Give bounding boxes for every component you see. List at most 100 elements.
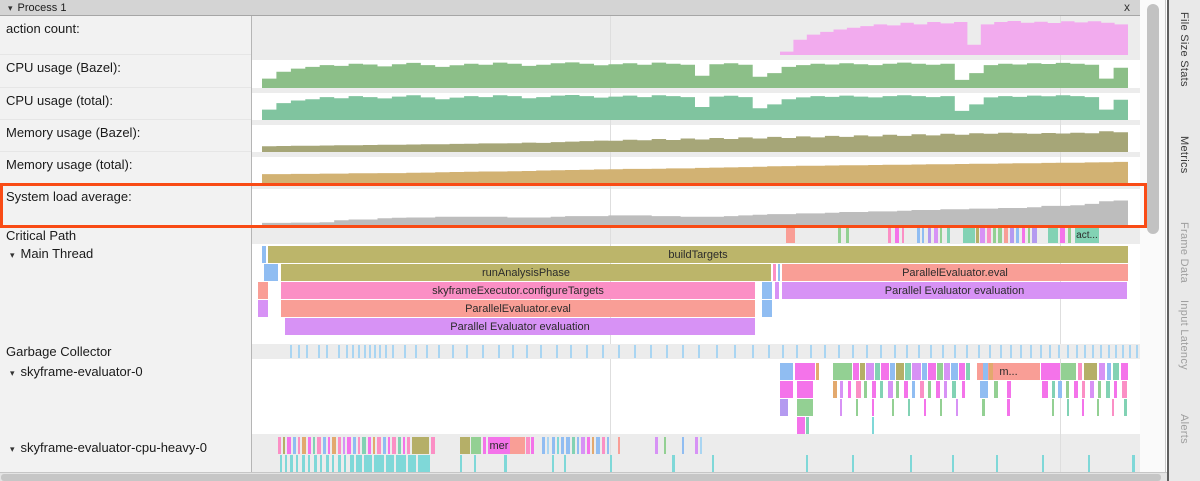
trace-span[interactable] [918,345,920,358]
trace-span[interactable] [1010,345,1012,358]
trace-span[interactable] [346,345,348,358]
trace-span[interactable] [1042,381,1048,398]
trace-span[interactable] [460,455,462,472]
trace-span[interactable] [976,228,979,243]
trace-span[interactable] [952,381,956,398]
trace-span[interactable] [602,345,604,358]
trace-span[interactable] [385,345,387,358]
trace-span[interactable] [308,437,311,454]
trace-span[interactable] [833,381,837,398]
track-label-mem-bazel[interactable]: Memory usage (Bazel): [0,120,251,152]
trace-span[interactable] [474,455,476,472]
trace-span[interactable] [564,455,566,472]
trace-span[interactable] [373,437,375,454]
trace-span[interactable] [313,437,315,454]
trace-span[interactable] [323,437,326,454]
trace-span[interactable] [374,455,384,472]
trace-span[interactable] [607,437,609,454]
vertical-scrollbar-thumb[interactable] [1147,4,1159,234]
timeline-canvas[interactable]: act... buildTargets runAnalysisPhase Para… [252,16,1140,472]
trace-span[interactable] [904,381,908,398]
cpu-heavy-depth-1[interactable] [252,455,1140,472]
trace-span[interactable] [358,437,360,454]
trace-span[interactable] [910,455,912,472]
trace-span-labeled[interactable]: Parallel Evaluator evaluation [285,318,755,335]
trace-span[interactable] [280,455,282,472]
track-sysload[interactable] [252,184,1140,227]
trace-span[interactable] [920,381,924,398]
trace-span[interactable] [797,417,805,434]
trace-span[interactable] [928,363,936,380]
trace-span[interactable] [881,363,889,380]
trace-span[interactable] [298,345,300,358]
trace-span[interactable] [586,345,588,358]
track-mem-bazel[interactable] [252,120,1140,152]
trace-span[interactable] [343,437,345,454]
trace-span[interactable] [483,437,486,454]
trace-span-labeled[interactable]: act... [1075,228,1099,243]
trace-span[interactable] [778,264,780,281]
trace-span[interactable] [906,345,908,358]
track-label-main-thread[interactable]: ▾ Main Thread [10,246,94,261]
collapse-icon[interactable]: ▾ [10,444,15,454]
trace-span[interactable] [773,264,776,281]
trace-span[interactable] [824,345,826,358]
trace-span[interactable] [762,282,772,299]
trace-span[interactable] [780,381,793,398]
track-label-critical-path[interactable]: Critical Path [6,228,77,243]
trace-span[interactable] [853,363,859,380]
main-thread-depth-1[interactable]: runAnalysisPhase ParallelEvaluator.eval [252,264,1140,282]
trace-span[interactable] [682,345,684,358]
trace-span[interactable] [1041,363,1060,380]
trace-span[interactable] [418,455,430,472]
trace-span[interactable] [934,228,938,243]
trace-span[interactable] [547,437,549,454]
track-critical-path[interactable]: act... [252,227,1140,244]
track-label-cpu-bazel[interactable]: CPU usage (Bazel): [0,55,251,88]
trace-span[interactable] [1058,345,1060,358]
trace-span[interactable] [963,228,975,243]
trace-span[interactable] [504,455,507,472]
trace-span[interactable] [1129,345,1131,358]
trace-span[interactable] [797,399,813,416]
trace-span[interactable] [317,437,321,454]
trace-span[interactable] [1022,228,1025,243]
main-thread-depth-3[interactable]: ParallelEvaluator.eval [252,300,1140,318]
trace-span[interactable] [403,437,405,454]
trace-span[interactable] [912,381,915,398]
trace-span[interactable] [989,363,993,380]
trace-span[interactable] [570,345,572,358]
trace-span[interactable] [712,455,714,472]
trace-span[interactable] [302,437,306,454]
trace-span[interactable] [880,345,882,358]
trace-span-labeled[interactable]: ParallelEvaluator.eval [782,264,1128,281]
trace-span[interactable] [905,363,911,380]
trace-span[interactable] [1040,345,1042,358]
trace-span[interactable] [890,363,895,380]
trace-span[interactable] [364,455,372,472]
trace-span[interactable] [1084,363,1097,380]
trace-span[interactable] [795,363,815,380]
trace-span[interactable] [326,455,329,472]
trace-span[interactable] [940,228,942,243]
trace-span[interactable] [1132,455,1135,472]
trace-span[interactable] [438,345,440,358]
trace-span[interactable] [618,437,620,454]
trace-span[interactable] [1007,381,1011,398]
trace-span[interactable] [1004,228,1008,243]
track-cpu-total[interactable] [252,88,1140,120]
trace-span[interactable] [848,381,851,398]
trace-span[interactable] [940,399,942,416]
evaluator0-depth-2[interactable] [252,399,1140,417]
trace-span[interactable] [353,437,356,454]
trace-span[interactable] [894,345,896,358]
trace-span[interactable] [1082,381,1085,398]
trace-span[interactable] [296,455,298,472]
trace-span[interactable] [666,345,668,358]
trace-span-labeled[interactable]: ParallelEvaluator.eval [281,300,755,317]
trace-span[interactable] [396,455,406,472]
trace-span[interactable] [944,363,950,380]
trace-span[interactable] [875,363,880,380]
trace-span[interactable] [264,264,278,281]
trace-span[interactable] [806,455,808,472]
